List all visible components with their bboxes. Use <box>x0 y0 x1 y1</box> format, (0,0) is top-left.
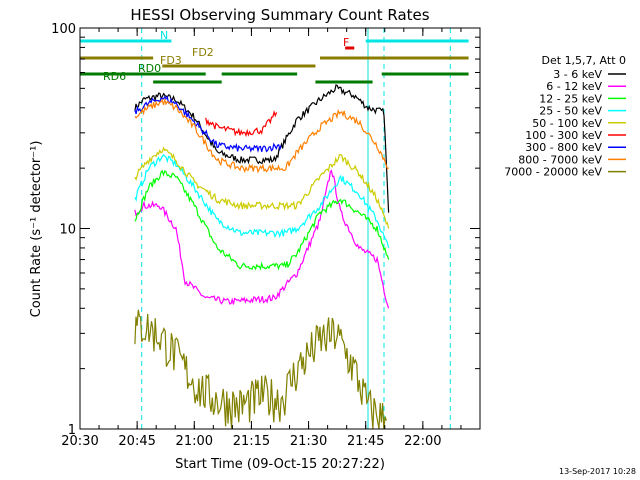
y-axis-label: Count Rate (s⁻¹ detector⁻¹) <box>29 141 44 318</box>
x-tick-label: 21:00 <box>176 434 213 449</box>
series-line <box>134 169 390 271</box>
series-line <box>205 110 278 138</box>
x-tick-label: 21:30 <box>290 434 327 449</box>
plot-frame <box>79 27 481 430</box>
series-lines <box>79 28 451 430</box>
flag-label: F <box>343 36 349 49</box>
chart-title: HESSI Observing Summary Count Rates <box>130 6 429 24</box>
axis-ticks: 20:30 20:45 21:00 21:15 21:30 21:45 22:00 1 10 10… <box>51 22 481 449</box>
y-tick-label: 100 <box>51 22 76 37</box>
flag-label: RD6 <box>103 70 126 83</box>
series-line <box>134 84 390 213</box>
legend-label: 3 - 6 keV <box>553 68 602 81</box>
x-tick-label: 20:30 <box>61 434 98 449</box>
y-tick-label: 10 <box>59 223 76 238</box>
legend-label: 25 - 50 keV <box>539 105 602 118</box>
x-axis-label: Start Time (09-Oct-15 20:27:22) <box>175 457 385 472</box>
x-tick-label: 21:15 <box>233 434 270 449</box>
series-line <box>134 97 389 174</box>
legend-label: 6 - 12 keV <box>546 80 602 93</box>
series-line <box>134 309 387 430</box>
flag-label: FD3 <box>160 54 182 67</box>
legend-title: Det 1,5,7, Att 0 <box>542 54 626 67</box>
x-tick-label: 21:45 <box>347 434 384 449</box>
legend-label: 50 - 100 keV <box>532 117 602 130</box>
flag-label: FD2 <box>192 46 214 59</box>
flag-label: RD0 <box>138 62 161 75</box>
x-tick-label: 22:00 <box>404 434 441 449</box>
series-line <box>134 169 390 309</box>
legend-label: 100 - 300 keV <box>525 129 602 142</box>
legend-label: 12 - 25 keV <box>539 92 602 105</box>
flag-label: N <box>160 29 168 42</box>
series-line <box>134 146 390 229</box>
y-tick-label: 1 <box>68 423 76 438</box>
footer-timestamp: 13-Sep-2017 10:28 <box>559 467 636 476</box>
x-tick-label: 20:45 <box>118 434 155 449</box>
legend-label: 800 - 7000 keV <box>518 153 602 166</box>
legend-label: 300 - 800 keV <box>525 141 602 154</box>
legend-label: 7000 - 20000 keV <box>504 166 602 179</box>
